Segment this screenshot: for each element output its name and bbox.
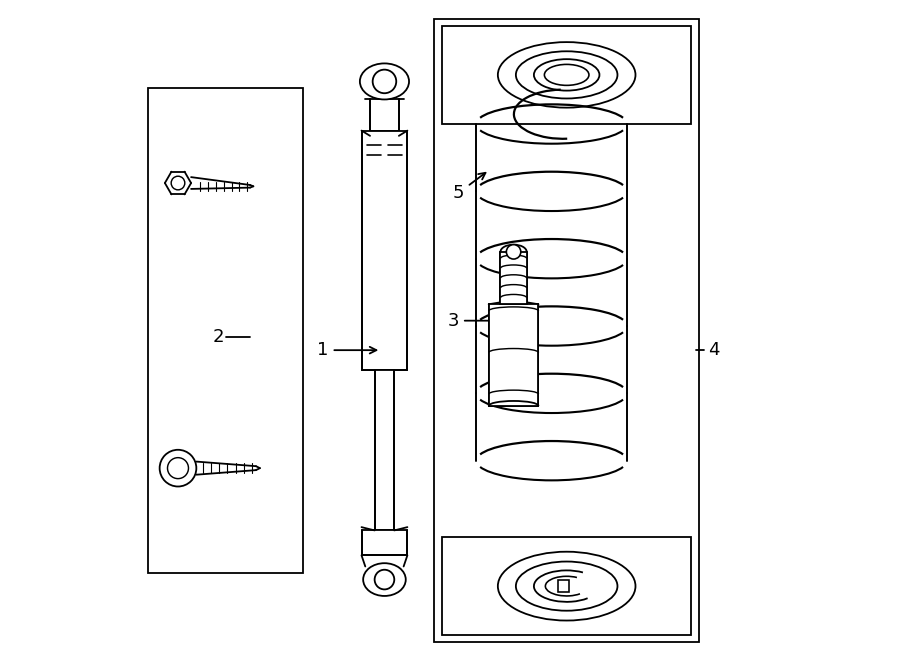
Text: 4: 4 — [707, 341, 719, 359]
Bar — [374, 369, 394, 530]
Circle shape — [171, 176, 184, 190]
Bar — [362, 131, 408, 369]
Ellipse shape — [498, 552, 635, 621]
Circle shape — [507, 245, 521, 259]
Bar — [489, 304, 538, 406]
Text: 2: 2 — [212, 328, 224, 346]
Circle shape — [374, 570, 394, 590]
Circle shape — [159, 449, 196, 486]
Ellipse shape — [364, 563, 406, 596]
Ellipse shape — [534, 59, 599, 91]
Ellipse shape — [516, 52, 617, 98]
Bar — [558, 580, 569, 592]
Ellipse shape — [544, 64, 589, 85]
Text: 5: 5 — [453, 173, 485, 202]
Bar — [148, 88, 302, 573]
Circle shape — [373, 69, 396, 93]
Ellipse shape — [516, 562, 617, 611]
Bar — [370, 99, 399, 131]
Bar — [442, 26, 691, 124]
Ellipse shape — [360, 63, 409, 99]
Text: 1: 1 — [318, 341, 376, 359]
Bar — [434, 19, 699, 642]
Bar — [362, 530, 408, 555]
Bar — [442, 537, 691, 635]
Text: 3: 3 — [447, 312, 502, 330]
Bar — [500, 252, 526, 304]
Ellipse shape — [498, 42, 635, 108]
Circle shape — [167, 457, 188, 479]
